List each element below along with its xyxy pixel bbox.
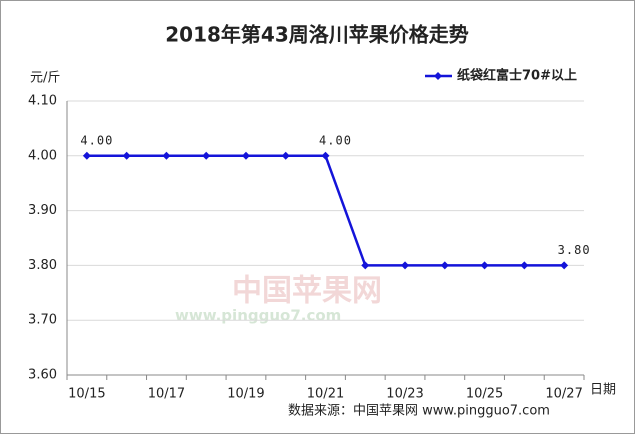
x-tick-label: 10/27 xyxy=(545,387,582,402)
point xyxy=(520,261,529,270)
point xyxy=(241,151,250,160)
point xyxy=(401,261,410,270)
legend-label: 纸袋红富士70#以上 xyxy=(457,68,577,84)
x-tick-label: 10/19 xyxy=(227,387,264,402)
point xyxy=(82,151,91,160)
x-tick-label: 10/21 xyxy=(307,387,344,402)
y-tick-label: 3.60 xyxy=(28,368,57,383)
x-tick-label: 10/23 xyxy=(386,387,423,402)
legend-marker xyxy=(434,72,442,80)
y-tick-label: 4.10 xyxy=(28,94,57,109)
y-tick-label: 3.80 xyxy=(28,258,57,273)
point xyxy=(281,151,290,160)
x-tick-label: 10/17 xyxy=(148,387,185,402)
point xyxy=(361,261,370,270)
value-label: 4.00 xyxy=(319,133,352,147)
y-tick-label: 3.90 xyxy=(28,203,57,218)
source: 数据来源：中国苹果网 www.pingguo7.com xyxy=(288,404,550,419)
value-label: 4.00 xyxy=(80,133,113,147)
watermark-url: www.pingguo7.com xyxy=(175,307,341,325)
point xyxy=(321,151,330,160)
chart-title: 2018年第43周洛川苹果价格走势 xyxy=(165,23,469,47)
value-label: 3.80 xyxy=(558,243,591,257)
x-axis-label: 日期 xyxy=(590,383,616,398)
y-axis-label: 元/斤 xyxy=(30,71,60,86)
point xyxy=(202,151,211,160)
x-tick-label: 10/15 xyxy=(68,387,105,402)
y-tick-label: 4.00 xyxy=(28,148,57,163)
x-tick-label: 10/25 xyxy=(466,387,503,402)
point xyxy=(560,261,569,270)
point xyxy=(162,151,171,160)
point xyxy=(440,261,449,270)
point xyxy=(122,151,131,160)
point xyxy=(480,261,489,270)
watermark: 中国苹果网 xyxy=(232,274,382,309)
y-tick-label: 3.70 xyxy=(28,313,57,328)
